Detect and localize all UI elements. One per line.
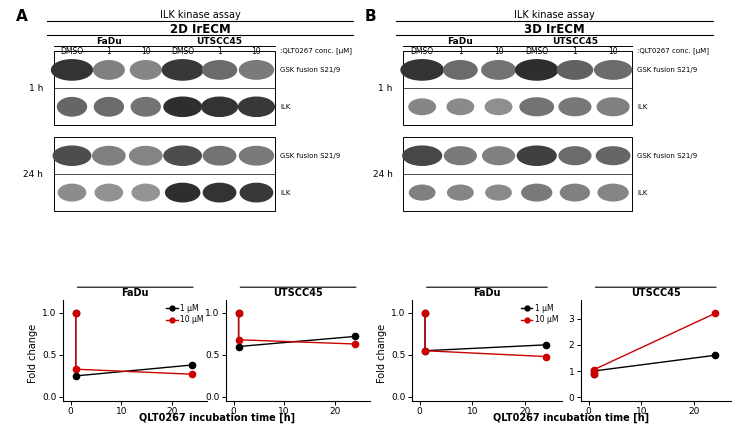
Text: 10: 10	[252, 47, 261, 56]
Title: FaDu: FaDu	[473, 288, 501, 298]
Ellipse shape	[130, 146, 162, 165]
Text: GSK fusion S21/9: GSK fusion S21/9	[637, 67, 697, 73]
Ellipse shape	[483, 147, 514, 165]
Text: 3D IrECM: 3D IrECM	[525, 23, 585, 36]
Ellipse shape	[239, 97, 275, 116]
Text: 10: 10	[493, 47, 503, 56]
Ellipse shape	[517, 146, 556, 165]
Text: ILK: ILK	[637, 104, 648, 110]
Ellipse shape	[94, 97, 123, 116]
Ellipse shape	[164, 97, 201, 116]
Text: :QLT0267 conc. [μM]: :QLT0267 conc. [μM]	[280, 47, 352, 54]
Text: A: A	[16, 9, 27, 24]
Text: QLT0267 incubation time [h]: QLT0267 incubation time [h]	[493, 412, 649, 423]
Bar	[403, 137, 632, 211]
Text: B: B	[364, 9, 376, 24]
Ellipse shape	[557, 60, 593, 79]
Ellipse shape	[59, 184, 85, 201]
Ellipse shape	[447, 185, 473, 200]
Bar	[53, 137, 275, 211]
Ellipse shape	[165, 183, 200, 202]
Bar	[403, 51, 632, 125]
Ellipse shape	[486, 185, 511, 200]
Text: FaDu: FaDu	[96, 37, 122, 46]
Ellipse shape	[560, 184, 589, 201]
Text: 1: 1	[573, 47, 577, 56]
Ellipse shape	[95, 184, 122, 201]
Ellipse shape	[447, 99, 473, 115]
Text: GSK fusion S21/9: GSK fusion S21/9	[280, 153, 341, 159]
Legend: 1 μM, 10 μM: 1 μM, 10 μM	[166, 304, 203, 324]
Ellipse shape	[57, 97, 86, 116]
Ellipse shape	[444, 60, 477, 79]
Ellipse shape	[93, 146, 125, 165]
Text: 1: 1	[217, 47, 222, 56]
Ellipse shape	[597, 98, 629, 116]
Ellipse shape	[132, 184, 160, 201]
Title: FaDu: FaDu	[122, 288, 149, 298]
Text: ILK: ILK	[280, 104, 290, 110]
Title: UTSCC45: UTSCC45	[631, 288, 680, 298]
Ellipse shape	[202, 97, 237, 116]
Ellipse shape	[203, 60, 237, 79]
Ellipse shape	[203, 146, 236, 165]
Ellipse shape	[164, 146, 201, 165]
Text: 1: 1	[458, 47, 463, 56]
Ellipse shape	[240, 183, 272, 202]
Text: Fold change: Fold change	[377, 324, 387, 384]
Ellipse shape	[240, 60, 274, 79]
Ellipse shape	[485, 99, 512, 115]
Ellipse shape	[53, 146, 91, 165]
Ellipse shape	[240, 146, 274, 165]
Text: DMSO: DMSO	[525, 47, 548, 56]
Ellipse shape	[520, 98, 554, 116]
Ellipse shape	[594, 60, 631, 79]
Ellipse shape	[598, 184, 628, 201]
Text: 24 h: 24 h	[372, 169, 393, 178]
Text: UTSCC45: UTSCC45	[552, 37, 598, 46]
Text: DMSO: DMSO	[171, 47, 194, 56]
Ellipse shape	[162, 60, 203, 80]
Ellipse shape	[559, 98, 591, 116]
Text: FaDu: FaDu	[447, 37, 473, 46]
Text: UTSCC45: UTSCC45	[197, 37, 243, 46]
Bar	[53, 51, 275, 125]
Text: 2D IrECM: 2D IrECM	[170, 23, 230, 36]
Legend: 1 μM, 10 μM: 1 μM, 10 μM	[521, 304, 558, 324]
Text: :QLT0267 conc. [μM]: :QLT0267 conc. [μM]	[637, 47, 709, 54]
Ellipse shape	[401, 60, 443, 80]
Text: GSK fusion S21/9: GSK fusion S21/9	[280, 67, 341, 73]
Ellipse shape	[131, 60, 161, 79]
Text: 1 h: 1 h	[378, 84, 393, 93]
Text: 10: 10	[141, 47, 151, 56]
Text: QLT0267 incubation time [h]: QLT0267 incubation time [h]	[139, 412, 295, 423]
Ellipse shape	[522, 184, 552, 201]
Text: GSK fusion S21/9: GSK fusion S21/9	[637, 153, 697, 159]
Ellipse shape	[597, 147, 630, 165]
Ellipse shape	[410, 185, 435, 200]
Ellipse shape	[444, 147, 476, 165]
Ellipse shape	[409, 99, 436, 115]
Ellipse shape	[516, 60, 558, 80]
Text: 1 h: 1 h	[29, 84, 43, 93]
Ellipse shape	[51, 60, 93, 80]
Ellipse shape	[403, 146, 441, 165]
Text: 10: 10	[608, 47, 618, 56]
Text: ILK kinase assay: ILK kinase assay	[160, 10, 240, 20]
Ellipse shape	[93, 60, 124, 79]
Text: DMSO: DMSO	[410, 47, 434, 56]
Ellipse shape	[482, 60, 515, 79]
Title: UTSCC45: UTSCC45	[273, 288, 323, 298]
Text: 24 h: 24 h	[24, 169, 43, 178]
Text: DMSO: DMSO	[60, 47, 84, 56]
Ellipse shape	[131, 97, 160, 116]
Text: ILK kinase assay: ILK kinase assay	[514, 10, 595, 20]
Text: Fold change: Fold change	[28, 324, 39, 384]
Ellipse shape	[203, 183, 236, 202]
Text: 1: 1	[107, 47, 111, 56]
Ellipse shape	[559, 147, 591, 165]
Text: ILK: ILK	[280, 190, 290, 196]
Text: ILK: ILK	[637, 190, 648, 196]
